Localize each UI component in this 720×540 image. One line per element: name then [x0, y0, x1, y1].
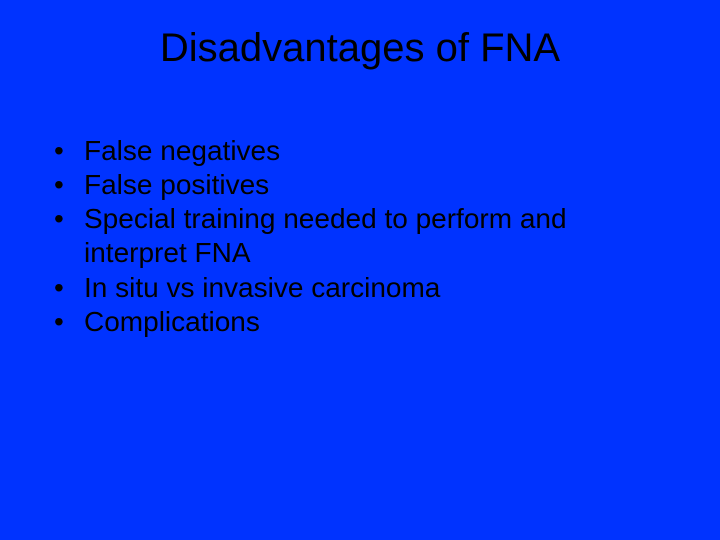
bullet-item: Special training needed to perform and i…	[54, 202, 666, 270]
bullet-item: False positives	[54, 168, 666, 202]
slide: Disadvantages of FNA False negatives Fal…	[0, 0, 720, 540]
bullet-list: False negatives False positives Special …	[54, 134, 666, 339]
bullet-item: In situ vs invasive carcinoma	[54, 271, 666, 305]
bullet-item: False negatives	[54, 134, 666, 168]
bullet-item: Complications	[54, 305, 666, 339]
slide-body: False negatives False positives Special …	[54, 134, 666, 339]
slide-title: Disadvantages of FNA	[0, 26, 720, 71]
